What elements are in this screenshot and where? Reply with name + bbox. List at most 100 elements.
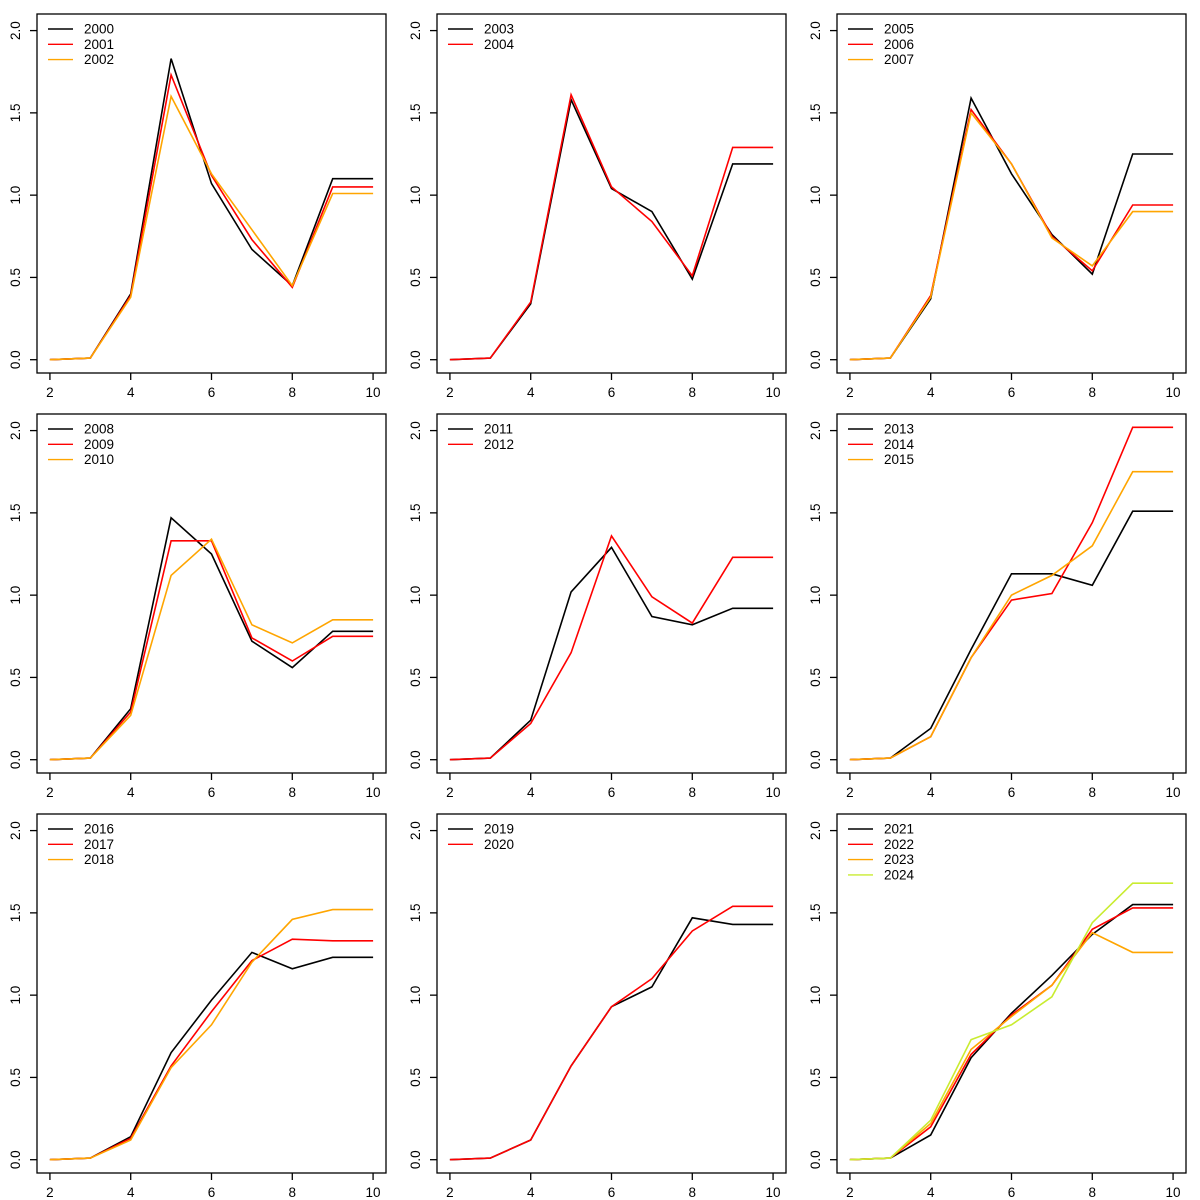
x-axis-tick-label: 6 [1008,385,1016,400]
series-line-2001 [49,72,374,361]
y-axis-tick-label: 2.0 [408,421,423,440]
series-line-2021 [849,903,1174,1161]
y-axis-tick-label: 2.0 [8,821,23,840]
y-axis-tick-label: 0.0 [8,750,23,769]
y-axis-tick-label: 0.0 [408,350,423,369]
y-axis-tick-label: 1.5 [808,903,823,922]
x-axis-tick-label: 6 [1008,1185,1016,1200]
series-line-2008 [49,516,374,761]
y-axis-tick-label: 0.5 [408,1068,423,1087]
x-axis-tick-label: 8 [1089,1185,1097,1200]
x-axis-tick-label: 6 [208,1185,216,1200]
y-axis-tick-label: 0.5 [808,268,823,287]
y-axis-tick-label: 0.0 [808,350,823,369]
x-axis-tick-label: 4 [527,785,535,800]
series-line-2000 [49,58,374,361]
x-axis-tick-label: 4 [527,1185,535,1200]
y-axis-tick-label: 1.5 [808,503,823,522]
plot-box [436,13,787,374]
legend-label: 2020 [484,837,514,852]
x-axis-tick-label: 6 [608,385,616,400]
y-axis-tick-label: 0.5 [8,1068,23,1087]
y-axis-tick-label: 1.0 [408,986,423,1005]
x-axis-tick-label: 2 [46,785,54,800]
plot-box [436,813,787,1174]
legend-label: 2001 [84,37,114,52]
x-axis-tick-label: 4 [127,1185,135,1200]
x-axis-tick-label: 6 [608,785,616,800]
x-axis-tick-label: 4 [127,785,135,800]
legend-label: 2002 [84,52,114,67]
x-axis-tick-label: 8 [289,785,297,800]
plot-box [36,413,387,774]
x-axis-tick-label: 6 [1008,785,1016,800]
legend-label: 2012 [484,437,514,452]
y-axis-tick-label: 1.5 [408,503,423,522]
legend-label: 2013 [884,422,914,437]
series-line-2017 [49,938,374,1161]
series-line-2014 [849,426,1174,761]
y-axis-tick-label: 2.0 [8,21,23,40]
x-axis-tick-label: 8 [289,385,297,400]
x-axis-tick-label: 4 [127,385,135,400]
x-axis-tick-label: 4 [927,785,935,800]
y-axis-tick-label: 0.0 [808,750,823,769]
y-axis-tick-label: 0.5 [808,668,823,687]
y-axis-tick-label: 2.0 [808,421,823,440]
legend-label: 2008 [84,422,114,437]
plot-box [836,413,1187,774]
series-line-2024 [849,882,1174,1161]
x-axis-tick-label: 2 [446,1185,454,1200]
legend-label: 2017 [84,837,114,852]
series-line-2022 [849,907,1174,1161]
series-line-2018 [49,908,374,1161]
legend-label: 2022 [884,837,914,852]
x-axis-tick-label: 6 [208,385,216,400]
y-axis-tick-label: 2.0 [8,421,23,440]
legend-label: 2005 [884,22,914,37]
y-axis-tick-label: 1.0 [8,586,23,605]
x-axis-tick-label: 10 [366,385,381,400]
y-axis-tick-label: 1.0 [808,986,823,1005]
x-axis-tick-label: 8 [689,1185,697,1200]
x-axis-tick-label: 2 [446,385,454,400]
series-line-2009 [49,540,374,761]
y-axis-tick-label: 2.0 [408,821,423,840]
x-axis-tick-label: 8 [289,1185,297,1200]
series-line-2003 [449,97,774,361]
y-axis-tick-label: 0.5 [8,268,23,287]
y-axis-tick-label: 0.0 [8,1150,23,1169]
x-axis-tick-label: 8 [1089,785,1097,800]
legend-label: 2023 [884,852,914,867]
x-axis-tick-label: 4 [527,385,535,400]
y-axis-tick-label: 1.5 [408,103,423,122]
y-axis-tick-label: 1.0 [8,986,23,1005]
y-axis-tick-label: 1.0 [408,186,423,205]
y-axis-tick-label: 0.5 [408,268,423,287]
legend-label: 2004 [484,37,515,52]
x-axis-tick-label: 2 [846,1185,854,1200]
series-line-2012 [449,534,774,761]
y-axis-tick-label: 0.0 [408,1150,423,1169]
series-line-2013 [849,510,1174,761]
x-axis-tick-label: 6 [608,1185,616,1200]
legend-label: 2015 [884,452,914,467]
plot-box [36,813,387,1174]
plot-box [436,413,787,774]
x-axis-tick-label: 10 [1166,385,1181,400]
x-axis-tick-label: 10 [766,785,781,800]
legend-label: 2014 [884,437,915,452]
series-line-2007 [849,111,1174,361]
series-line-2010 [49,537,374,761]
legend-label: 2011 [484,422,513,437]
series-line-2005 [849,95,1174,361]
y-axis-tick-label: 1.5 [8,103,23,122]
legend-label: 2003 [484,22,514,37]
y-axis-tick-label: 0.0 [808,1150,823,1169]
